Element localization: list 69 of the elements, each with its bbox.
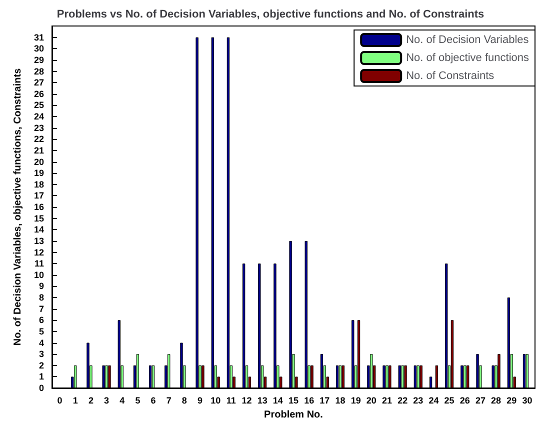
y-tick-label: 16 <box>34 202 44 212</box>
x-tick-label: 28 <box>491 396 502 406</box>
y-tick-label: 8 <box>38 292 44 302</box>
x-tick-label: 1 <box>72 396 78 406</box>
x-tick-label: 17 <box>320 396 330 406</box>
legend-label: No. of objective functions <box>406 52 530 64</box>
x-tick-label: 2 <box>88 396 94 406</box>
x-tick-label: 23 <box>413 396 424 406</box>
x-tick-label: 30 <box>522 396 532 406</box>
x-tick-label: 24 <box>428 396 439 406</box>
y-tick-label: 15 <box>34 213 44 224</box>
x-tick-label: 10 <box>210 396 221 406</box>
y-tick-label: 11 <box>34 258 44 269</box>
x-tick-label: 11 <box>226 396 236 406</box>
y-tick-label: 28 <box>34 66 44 76</box>
y-tick-label: 13 <box>34 236 44 246</box>
y-tick-label: 5 <box>38 326 44 336</box>
y-tick-label: 22 <box>34 134 44 144</box>
y-tick-label: 6 <box>38 315 44 326</box>
y-tick-label: 18 <box>34 179 44 190</box>
x-tick-label: 21 <box>382 396 392 406</box>
x-tick-label: 19 <box>350 396 361 406</box>
y-tick-label: 25 <box>34 100 44 110</box>
y-tick-label: 24 <box>34 112 44 122</box>
x-tick-label: 29 <box>506 396 517 406</box>
x-tick-label: 3 <box>104 396 110 406</box>
y-tick-label: 10 <box>34 270 44 280</box>
y-tick-label: 2 <box>38 360 44 370</box>
y-tick-label: 27 <box>34 78 44 88</box>
y-tick-label: 7 <box>38 304 44 314</box>
x-axis-title: Problem No. <box>264 410 324 420</box>
legend-label: No. of Decision Variables <box>406 34 530 46</box>
y-tick-label: 23 <box>34 122 44 133</box>
x-tick-label: 15 <box>288 396 299 406</box>
x-tick-label: 26 <box>460 396 470 406</box>
x-tick-label: 25 <box>444 396 454 406</box>
x-tick-label: 27 <box>475 396 486 406</box>
y-tick-label: 31 <box>34 32 44 42</box>
chart-title: Problems vs No. of Decision Variables, objective functions and No. of Constraints <box>56 8 484 20</box>
y-tick-label: 26 <box>34 88 44 99</box>
y-tick-label: 0 <box>38 383 44 393</box>
y-tick-label: 20 <box>34 156 44 167</box>
x-tick-label: 16 <box>304 396 314 406</box>
y-tick-label: 17 <box>34 190 44 201</box>
x-tick-label: 6 <box>150 396 156 406</box>
y-tick-label: 30 <box>34 44 44 54</box>
y-tick-label: 4 <box>38 338 44 348</box>
y-axis-title: No. of Decision Variables, objective functions, Constraints <box>12 68 24 346</box>
x-tick-label: 20 <box>366 396 376 406</box>
x-tick-label: 18 <box>335 396 346 406</box>
y-tick-label: 12 <box>34 247 44 258</box>
legend-label: No. of Constraints <box>406 70 495 82</box>
y-tick-label: 29 <box>34 54 44 65</box>
y-tick-label: 19 <box>34 168 44 178</box>
y-tick-label: 21 <box>34 145 44 156</box>
x-tick-label: 5 <box>135 396 140 406</box>
y-tick-label: 1 <box>38 372 44 382</box>
x-tick-label: 13 <box>257 396 268 406</box>
x-tick-label: 9 <box>198 396 203 406</box>
y-tick-label: 14 <box>34 224 44 235</box>
x-tick-label: 14 <box>272 396 283 406</box>
x-tick-label: 4 <box>120 396 125 406</box>
x-tick-label: 7 <box>166 396 172 406</box>
x-tick-label: 0 <box>57 396 62 406</box>
y-tick-label: 9 <box>38 281 44 292</box>
x-tick-label: 12 <box>242 396 252 406</box>
x-tick-label: 22 <box>398 396 408 406</box>
y-tick-label: 3 <box>38 349 44 360</box>
x-tick-label: 8 <box>182 396 187 406</box>
